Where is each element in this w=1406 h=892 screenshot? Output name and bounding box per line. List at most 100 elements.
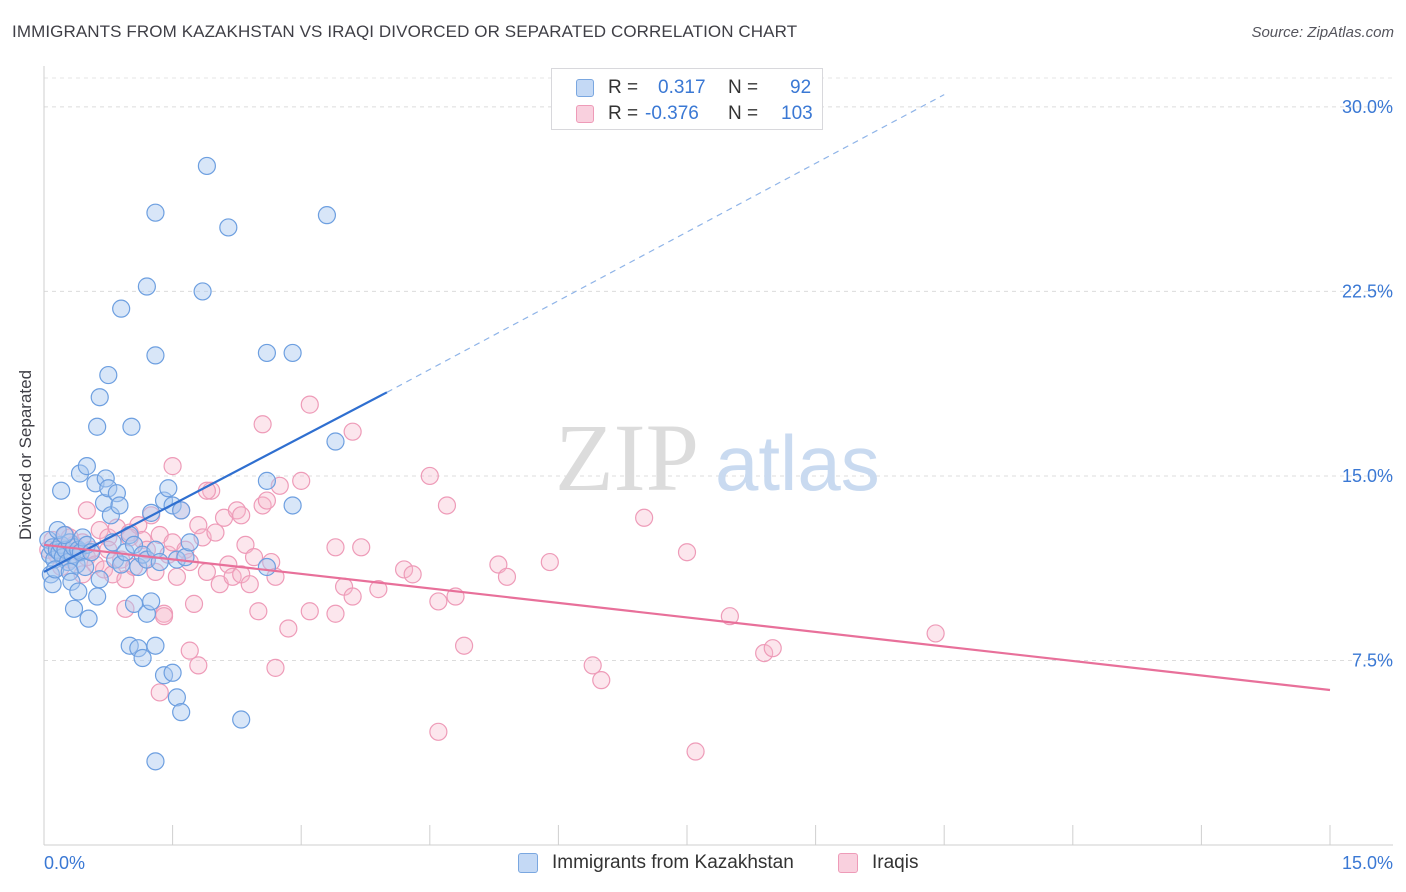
iraqis-point <box>326 604 345 623</box>
legend-n-value: 103 <box>781 103 813 124</box>
iraqis-point <box>189 656 208 675</box>
y-tick-label: 22.5% <box>1342 281 1393 301</box>
y-tick-label: 30.0% <box>1342 97 1393 117</box>
kazakhstan-point <box>110 496 129 515</box>
legend-n-label: N = <box>728 77 759 98</box>
kazakhstan-point <box>77 457 96 476</box>
legend-r-value: 0.317 <box>658 77 706 98</box>
kazakhstan-point <box>257 471 277 490</box>
kazakhstan-point <box>146 346 165 365</box>
kazakhstan-point <box>52 481 71 500</box>
iraqis-point <box>686 742 705 761</box>
iraqis-point <box>167 567 186 586</box>
kazakhstan-point <box>150 552 169 572</box>
kazakhstan-trend-line <box>43 391 388 573</box>
iraqis-point <box>420 466 439 486</box>
iraqis-point <box>403 565 422 584</box>
watermark-zip: ZIP <box>555 404 699 511</box>
iraqis-point <box>146 562 165 582</box>
kazakhstan-point <box>90 388 109 407</box>
correlation-legend: R = 0.317 N = 92 R = -0.376 N = 103 <box>551 68 823 130</box>
kazakhstan-point <box>197 156 216 176</box>
iraqis-point <box>429 722 448 741</box>
kazakhstan-point <box>167 688 186 707</box>
kazakhstan-point <box>55 525 74 545</box>
kazakhstan-point <box>90 570 109 589</box>
iraqis-point <box>454 636 474 655</box>
iraqis-point <box>154 607 174 626</box>
kazakhstan-point <box>146 752 165 771</box>
series-kazakhstan-points <box>39 156 345 771</box>
iraqis-point <box>77 501 96 520</box>
iraqis-point <box>763 639 782 658</box>
bottom-legend-swatch-kazakhstan <box>518 853 538 873</box>
y-tick-label: 7.5% <box>1352 650 1393 670</box>
x-tick-label: 0.0% <box>44 853 85 873</box>
tick-labels: 7.5% 15.0% 22.5% 30.0% 0.0% 15.0% <box>44 97 1393 873</box>
legend-swatch-iraqis <box>576 105 594 123</box>
watermark-atlas: atlas <box>715 419 880 507</box>
iraqis-point <box>352 538 371 557</box>
iraqis-point <box>926 624 945 643</box>
kazakhstan-point <box>146 203 165 222</box>
kazakhstan-point <box>43 575 62 594</box>
iraqis-point <box>257 491 277 510</box>
iraqis-point <box>232 506 251 525</box>
iraqis-point <box>197 562 216 582</box>
kazakhstan-trend-extension <box>386 94 945 393</box>
kazakhstan-point <box>112 299 131 318</box>
legend-r-label: R = <box>608 103 639 124</box>
kazakhstan-point <box>257 557 277 577</box>
legend-n-label: N = <box>728 103 759 124</box>
kazakhstan-point <box>122 417 141 436</box>
kazakhstan-point <box>88 417 107 436</box>
bottom-legend-label-kazakhstan: Immigrants from Kazakhstan <box>552 852 794 873</box>
kazakhstan-point <box>219 218 238 237</box>
iraqis-point <box>279 619 298 638</box>
kazakhstan-point <box>172 501 191 520</box>
iraqis-point <box>253 415 272 434</box>
iraqis-point <box>326 538 345 557</box>
kazakhstan-point <box>88 587 107 606</box>
iraqis-point <box>592 671 611 690</box>
iraqis-point <box>292 471 311 490</box>
kazakhstan-point <box>99 479 118 498</box>
legend-r-value: -0.376 <box>645 103 699 124</box>
kazakhstan-point <box>64 599 84 618</box>
iraqis-point <box>394 560 414 579</box>
legend-swatch-kazakhstan <box>576 79 594 97</box>
iraqis-point <box>635 508 654 527</box>
kazakhstan-point <box>317 206 337 225</box>
iraqis-point <box>184 594 204 613</box>
axes <box>43 66 1393 846</box>
x-tick-label: 15.0% <box>1342 853 1393 873</box>
chart-title: IMMIGRANTS FROM KAZAKHSTAN VS IRAQI DIVO… <box>12 22 798 41</box>
iraqis-point <box>755 643 774 663</box>
kazakhstan-point <box>70 464 90 483</box>
kazakhstan-point <box>142 592 161 611</box>
iraqis-point <box>116 570 135 589</box>
kazakhstan-point <box>62 572 81 591</box>
kazakhstan-point <box>172 703 191 722</box>
iraqis-point <box>437 496 457 515</box>
kazakhstan-point <box>69 582 88 601</box>
kazakhstan-point <box>232 710 251 729</box>
kazakhstan-point <box>326 432 345 451</box>
iraqis-point <box>266 658 285 677</box>
kazakhstan-point <box>133 648 152 668</box>
kazakhstan-point <box>257 343 277 363</box>
kazakhstan-point <box>163 663 182 682</box>
iraqis-point <box>343 422 362 441</box>
iraqis-point <box>150 683 169 702</box>
iraqis-point <box>497 567 517 586</box>
iraqis-point <box>343 587 362 606</box>
legend-n-value: 92 <box>790 77 812 98</box>
iraqis-point <box>369 580 388 599</box>
kazakhstan-point <box>99 365 118 385</box>
kazakhstan-point <box>159 479 178 498</box>
kazakhstan-point <box>146 636 165 655</box>
watermark: ZIP atlas <box>555 404 880 511</box>
trend-lines <box>43 94 1331 692</box>
iraqis-point <box>489 555 508 574</box>
